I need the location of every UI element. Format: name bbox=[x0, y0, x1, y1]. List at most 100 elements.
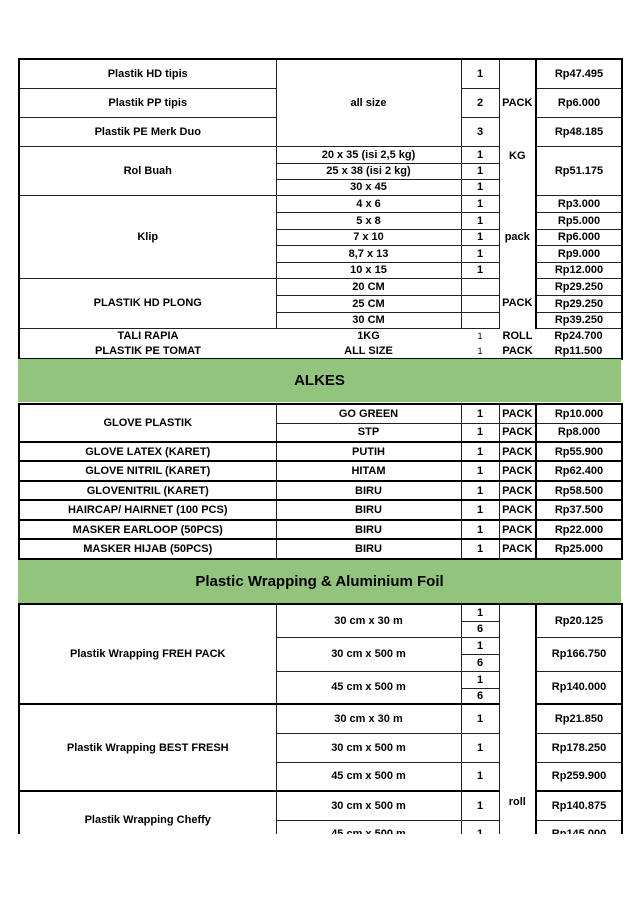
item-price: Rp10.000 bbox=[535, 403, 623, 424]
item-size: 30 cm x 30 m bbox=[275, 603, 462, 638]
item-name: TALI RAPIA bbox=[117, 330, 179, 343]
item-size: 5 x 8 bbox=[275, 211, 462, 230]
item-qty: 1 bbox=[460, 422, 500, 443]
item-price: Rp259.900 bbox=[535, 761, 623, 792]
item-name: Klip bbox=[18, 194, 277, 279]
item-size: 20 x 35 (isi 2,5 kg) bbox=[275, 145, 462, 164]
item-price: Rp48.185 bbox=[535, 116, 623, 147]
item-qty: 1 bbox=[460, 538, 500, 560]
item-unit: PACK bbox=[498, 499, 537, 521]
item-qty bbox=[460, 277, 500, 296]
item-name: Plastik PE Merk Duo bbox=[18, 116, 277, 147]
item-price: Rp8.000 bbox=[535, 422, 623, 443]
item-size: 45 cm x 500 m bbox=[275, 761, 462, 792]
item-name: GLOVE NITRIL (KARET) bbox=[18, 460, 277, 482]
item-unit: PACK bbox=[498, 441, 537, 462]
item-unit: PACK bbox=[498, 59, 537, 146]
item-size: BIRU bbox=[275, 538, 462, 560]
item-size: 30 CM bbox=[275, 311, 462, 329]
item-unit: PACK bbox=[498, 480, 537, 501]
item-name: GLOVENITRIL (KARET) bbox=[18, 480, 277, 501]
item-qty: 1 bbox=[460, 480, 500, 501]
item-price: Rp55.900 bbox=[535, 441, 623, 462]
item-price: Rp62.400 bbox=[535, 460, 623, 482]
item-name: PLASTIK PE TOMAT bbox=[95, 345, 201, 357]
item-qty: 1 bbox=[460, 761, 500, 792]
item-unit: PACK bbox=[498, 519, 537, 540]
item-price: Rp25.000 bbox=[535, 538, 623, 560]
item-price: Rp20.125 bbox=[535, 603, 623, 638]
item-price: Rp166.750 bbox=[535, 636, 623, 672]
item-size: 30 cm x 500 m bbox=[275, 636, 462, 672]
item-qty: 1 bbox=[460, 145, 500, 164]
item-qty: 6 bbox=[460, 653, 500, 672]
item-qty: 1 bbox=[460, 790, 500, 821]
item-qty: 6 bbox=[460, 620, 500, 638]
item-unit: PACK bbox=[498, 460, 537, 482]
item-price: Rp58.500 bbox=[535, 480, 623, 501]
item-price: Rp29.250 bbox=[535, 277, 623, 296]
item-size: 30 cm x 30 m bbox=[275, 703, 462, 734]
item-price: Rp21.850 bbox=[535, 703, 623, 734]
item-unit: PACK bbox=[498, 538, 537, 560]
item-size: 7 x 10 bbox=[275, 228, 462, 246]
section-header-wrapping: Plastic Wrapping & Aluminium Foil bbox=[18, 560, 621, 603]
item-size: STP bbox=[275, 422, 462, 443]
item-qty: 1 bbox=[460, 670, 500, 689]
item-price: Rp12.000 bbox=[535, 261, 623, 279]
item-size: 30 cm x 500 m bbox=[275, 790, 462, 821]
item-price: Rp5.000 bbox=[535, 211, 623, 230]
item-name: Plastik Wrapping BEST FRESH bbox=[18, 703, 277, 792]
item-price: Rp22.000 bbox=[535, 519, 623, 540]
item-name: Plastik Wrapping Cheffy bbox=[18, 790, 277, 834]
item-qty: 1 bbox=[460, 441, 500, 462]
item-qty: 1 bbox=[460, 261, 500, 279]
item-unit: PACK bbox=[498, 278, 537, 328]
item-qty: 1 bbox=[477, 346, 483, 356]
item-qty: 1 bbox=[460, 460, 500, 482]
item-price: Rp51.175 bbox=[535, 145, 623, 196]
item-unit: KG bbox=[498, 146, 537, 195]
item-unit: PACK bbox=[502, 345, 533, 357]
item-size: ALL SIZE bbox=[344, 345, 393, 357]
item-qty: 1 bbox=[460, 819, 500, 834]
item-size: 25 CM bbox=[275, 294, 462, 313]
item-unit: roll bbox=[498, 604, 537, 834]
item-qty: 1 bbox=[460, 499, 500, 521]
item-size: 1KG bbox=[357, 330, 380, 343]
item-qty: 1 bbox=[460, 178, 500, 196]
item-size: BIRU bbox=[275, 499, 462, 521]
item-qty: 1 bbox=[460, 703, 500, 734]
item-qty: 1 bbox=[460, 211, 500, 230]
item-qty: 1 bbox=[460, 244, 500, 263]
item-size: GO GREEN bbox=[275, 403, 462, 424]
item-size: 20 CM bbox=[275, 277, 462, 296]
item-size: 25 x 38 (isi 2 kg) bbox=[275, 162, 462, 180]
item-price: Rp140.875 bbox=[535, 790, 623, 821]
item-qty: 1 bbox=[460, 603, 500, 622]
item-name: Plastik HD tipis bbox=[18, 58, 277, 89]
item-price: Rp140.000 bbox=[535, 670, 623, 705]
item-qty: 1 bbox=[460, 162, 500, 180]
item-qty: 3 bbox=[460, 116, 500, 147]
item-qty: 1 bbox=[460, 732, 500, 763]
alkes-table: GLOVE PLASTIK GO GREEN 1 PACK Rp10.000 STP 1 P… bbox=[18, 403, 623, 560]
item-price: Rp145.000 bbox=[535, 819, 623, 834]
item-size: 45 cm x 500 m bbox=[275, 670, 462, 705]
item-price: Rp29.250 bbox=[535, 294, 623, 313]
supplies-table: Plastik HD tipis all size 1 PACK Rp47.495 Pl… bbox=[18, 58, 623, 360]
item-price: Rp39.250 bbox=[535, 311, 623, 329]
item-qty bbox=[460, 311, 500, 329]
item-price: Rp37.500 bbox=[535, 499, 623, 521]
item-size: 8,7 x 13 bbox=[275, 244, 462, 263]
item-price: Rp178.250 bbox=[535, 732, 623, 763]
item-name: MASKER HIJAB (50PCS) bbox=[18, 538, 277, 560]
item-size: PUTIH bbox=[275, 441, 462, 462]
item-size: all size bbox=[275, 58, 462, 147]
item-unit: pack bbox=[498, 195, 537, 278]
item-name: GLOVE PLASTIK bbox=[18, 403, 277, 443]
item-size: 45 cm x 500 m bbox=[275, 819, 462, 834]
item-size: 30 cm x 500 m bbox=[275, 732, 462, 763]
